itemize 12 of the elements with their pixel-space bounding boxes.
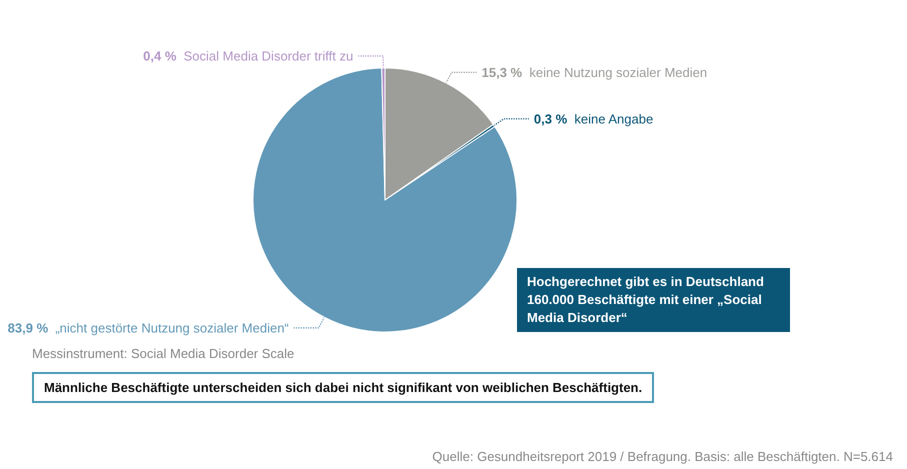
text: Männliche Beschäftigte unterscheiden sich dabei nicht signifikant von weiblichen Beschäftigten. (32, 372, 654, 403)
data-label: 0,4 % (143, 48, 177, 64)
slice-label: „nicht gestörte Nutzung sozialer Medien“ (48, 320, 289, 336)
slice-label: Social Media Disorder trifft zu (176, 48, 354, 64)
text: Hochgerechnet gibt es in Deutschland 160.000 Beschäftigte mit einer „Social Media Disorder“ (517, 268, 790, 332)
slice-label: keine Nutzung sozialer Medien (522, 64, 708, 80)
data-label: 83,9 % (8, 320, 49, 336)
data-label: 0,3 % (534, 111, 568, 126)
slice-label: keine Angabe (567, 111, 654, 126)
data-label: 15,3 % (482, 64, 523, 80)
text: Messinstrument: Social Media Disorder Scale (32, 346, 294, 361)
source-note: Quelle: Gesundheitsreport 2019 / Befragung. Basis: alle Beschäftigten. N=5.614 (432, 449, 893, 464)
